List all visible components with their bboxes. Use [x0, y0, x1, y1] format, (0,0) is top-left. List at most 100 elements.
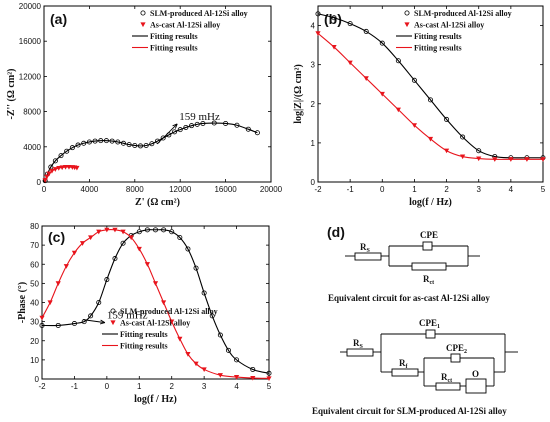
y-tick-label: 16000 [19, 37, 42, 46]
data-point [137, 143, 143, 149]
data-point [112, 256, 118, 262]
series-ascast [315, 31, 546, 162]
data-point [200, 120, 206, 126]
resistor-rct-ascast [411, 262, 447, 271]
data-point [96, 299, 102, 305]
data-point [427, 136, 434, 142]
y-tick-label: 70 [30, 241, 39, 250]
data-point [81, 140, 87, 146]
data-point [92, 138, 98, 144]
data-point [363, 28, 369, 34]
legend-label: As-cast Al-12Si alloy [150, 21, 220, 30]
panel-d-circuits: (d) RS CPE Rct Equivalent circuit for as… [312, 224, 518, 416]
data-point [136, 229, 142, 235]
legend-label: SLM-produced Al-12Si alloy [150, 9, 248, 18]
annotation-text: 159 mHz [107, 310, 148, 322]
fitting-line [317, 13, 543, 159]
label-rf-slm: Rf [399, 358, 409, 370]
resistor-rs-slm [346, 348, 374, 357]
data-point [234, 122, 240, 128]
y-tick-label: 1 [311, 139, 316, 148]
series-ascast [39, 227, 272, 382]
x-tick-label: -1 [71, 382, 79, 391]
data-point [250, 375, 256, 381]
data-point [211, 120, 217, 126]
data-point [395, 107, 401, 113]
cpe-ascast [422, 241, 433, 251]
annotation-arrowhead [172, 123, 178, 129]
data-point [476, 148, 482, 154]
data-point [194, 121, 200, 127]
data-point [47, 300, 53, 306]
data-point [183, 124, 189, 130]
label-rct-ascast: Rct [423, 274, 434, 286]
data-point [144, 227, 150, 233]
data-point [55, 281, 61, 286]
x-tick-label: 4000 [81, 185, 99, 194]
legend-label: Fitting results [150, 32, 198, 41]
y-tick-label: 20000 [19, 2, 42, 11]
x-tick-label: -2 [314, 185, 322, 194]
data-point [172, 129, 178, 135]
legend-marker [140, 10, 146, 16]
data-point [64, 148, 70, 154]
data-point [379, 91, 385, 97]
plot-frame [317, 5, 544, 183]
y-tick-label: 3 [311, 61, 316, 70]
data-point [169, 229, 175, 235]
y-tick-label: 0 [37, 178, 42, 187]
data-point [331, 44, 337, 50]
resistor-rf-slm [391, 368, 419, 377]
data-point [193, 265, 199, 271]
data-point [152, 281, 159, 286]
x-tick-label: 8000 [126, 185, 144, 194]
data-point [492, 157, 498, 162]
x-tick-label: 16000 [214, 185, 237, 194]
plot-frame [43, 5, 272, 183]
data-point [149, 141, 155, 147]
data-point [234, 357, 240, 363]
label-cpe1-slm: CPE1 [419, 318, 440, 330]
data-point [115, 139, 121, 145]
y-tick-label: 60 [30, 260, 39, 269]
data-point [395, 58, 401, 64]
y-tick-label: 80 [30, 222, 39, 231]
y-tick-label: 50 [30, 279, 39, 288]
data-point [460, 134, 466, 140]
y-tick-label: 0 [311, 178, 316, 187]
annotation-arrow [82, 319, 105, 324]
plot-frame [41, 225, 270, 380]
data-point [152, 227, 158, 233]
data-point [52, 158, 58, 164]
chart-a: 0 4000 8000 12000 16000 20000 0 4000 8000 12000 16… [6, 2, 283, 208]
data-point [42, 178, 48, 183]
y-tick-label: 4 [311, 22, 316, 31]
data-point [347, 21, 353, 27]
data-point [160, 135, 166, 141]
data-point [49, 168, 55, 174]
data-point [56, 166, 62, 171]
label-rs-slm: RS [353, 338, 364, 350]
legend-label: SLM-produced Al-12Si alloy [120, 307, 218, 316]
data-point [245, 126, 251, 132]
data-point [75, 142, 81, 148]
data-point [39, 315, 45, 321]
data-point [379, 40, 385, 46]
data-point [120, 229, 126, 235]
data-point [88, 313, 94, 319]
data-point [223, 120, 229, 126]
data-point [128, 235, 134, 241]
panel-letter: (a) [50, 11, 67, 27]
cpe2-slm [450, 353, 461, 363]
annotation-arrowhead [99, 319, 106, 325]
data-point [315, 11, 321, 17]
panel-letter: (b) [324, 11, 342, 27]
data-point [266, 376, 272, 382]
data-point [169, 319, 175, 325]
x-tick-label: 0 [105, 382, 110, 391]
data-point [189, 123, 195, 129]
legend-label: Fitting results [414, 32, 462, 41]
annotation-text: 159 mHz [179, 111, 220, 123]
x-tick-label: 3 [202, 382, 207, 391]
